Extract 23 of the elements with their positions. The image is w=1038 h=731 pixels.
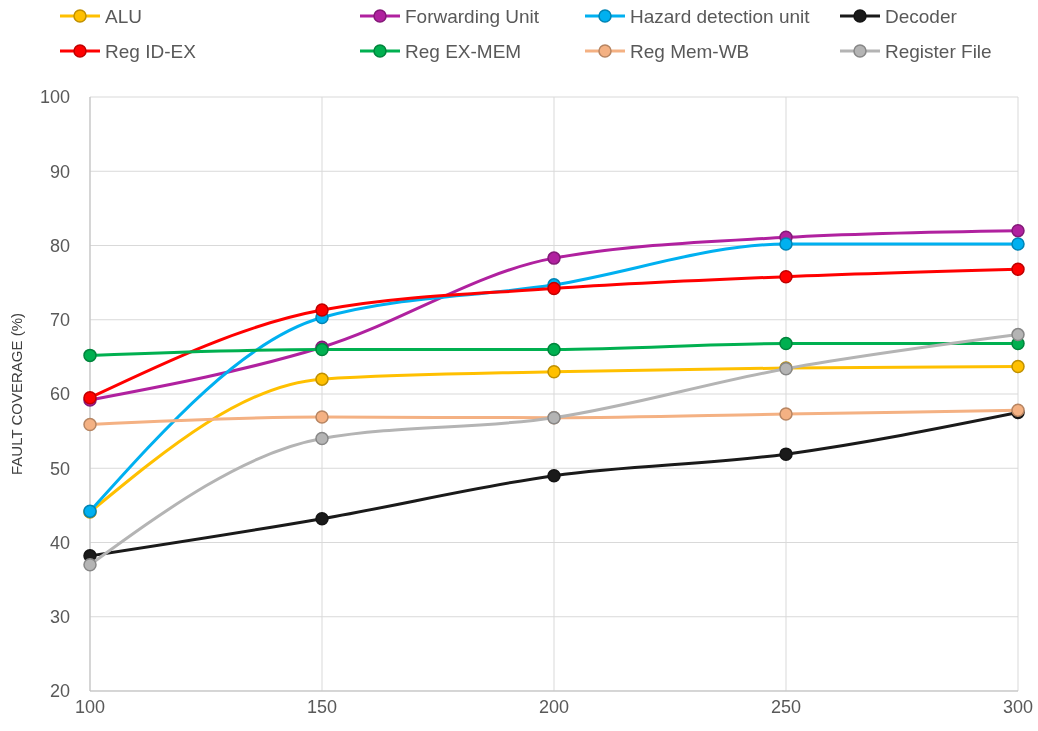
legend-label: Forwarding Unit [405, 5, 540, 27]
y-axis-title: FAULT COVERAGE (%) [8, 313, 25, 475]
x-tick-label: 200 [538, 697, 570, 717]
y-tick-label: 30 [49, 607, 70, 628]
x-tick-label: 150 [306, 697, 338, 717]
x-tick-label: 250 [770, 697, 802, 717]
legend-label: Decoder [885, 5, 958, 27]
legend-label: Reg Mem-WB [630, 40, 750, 62]
y-tick-label: 80 [49, 235, 70, 256]
y-tick-label: 70 [49, 310, 70, 331]
legend-label: Hazard detection unit [630, 5, 811, 27]
legend-label: Register File [885, 40, 992, 62]
y-tick-label: 20 [49, 681, 70, 702]
y-tick-label: 40 [49, 532, 70, 553]
legend-label: Reg ID-EX [105, 40, 197, 62]
y-tick-label: 60 [49, 384, 70, 405]
legend-label: Reg EX-MEM [405, 40, 522, 62]
legend-label: ALU [105, 5, 142, 27]
y-tick-label: 50 [49, 458, 70, 479]
y-tick-label: 100 [39, 87, 70, 108]
y-tick-label: 90 [49, 161, 70, 182]
x-tick-label: 100 [74, 697, 106, 717]
x-tick-label: 300 [1002, 697, 1034, 717]
